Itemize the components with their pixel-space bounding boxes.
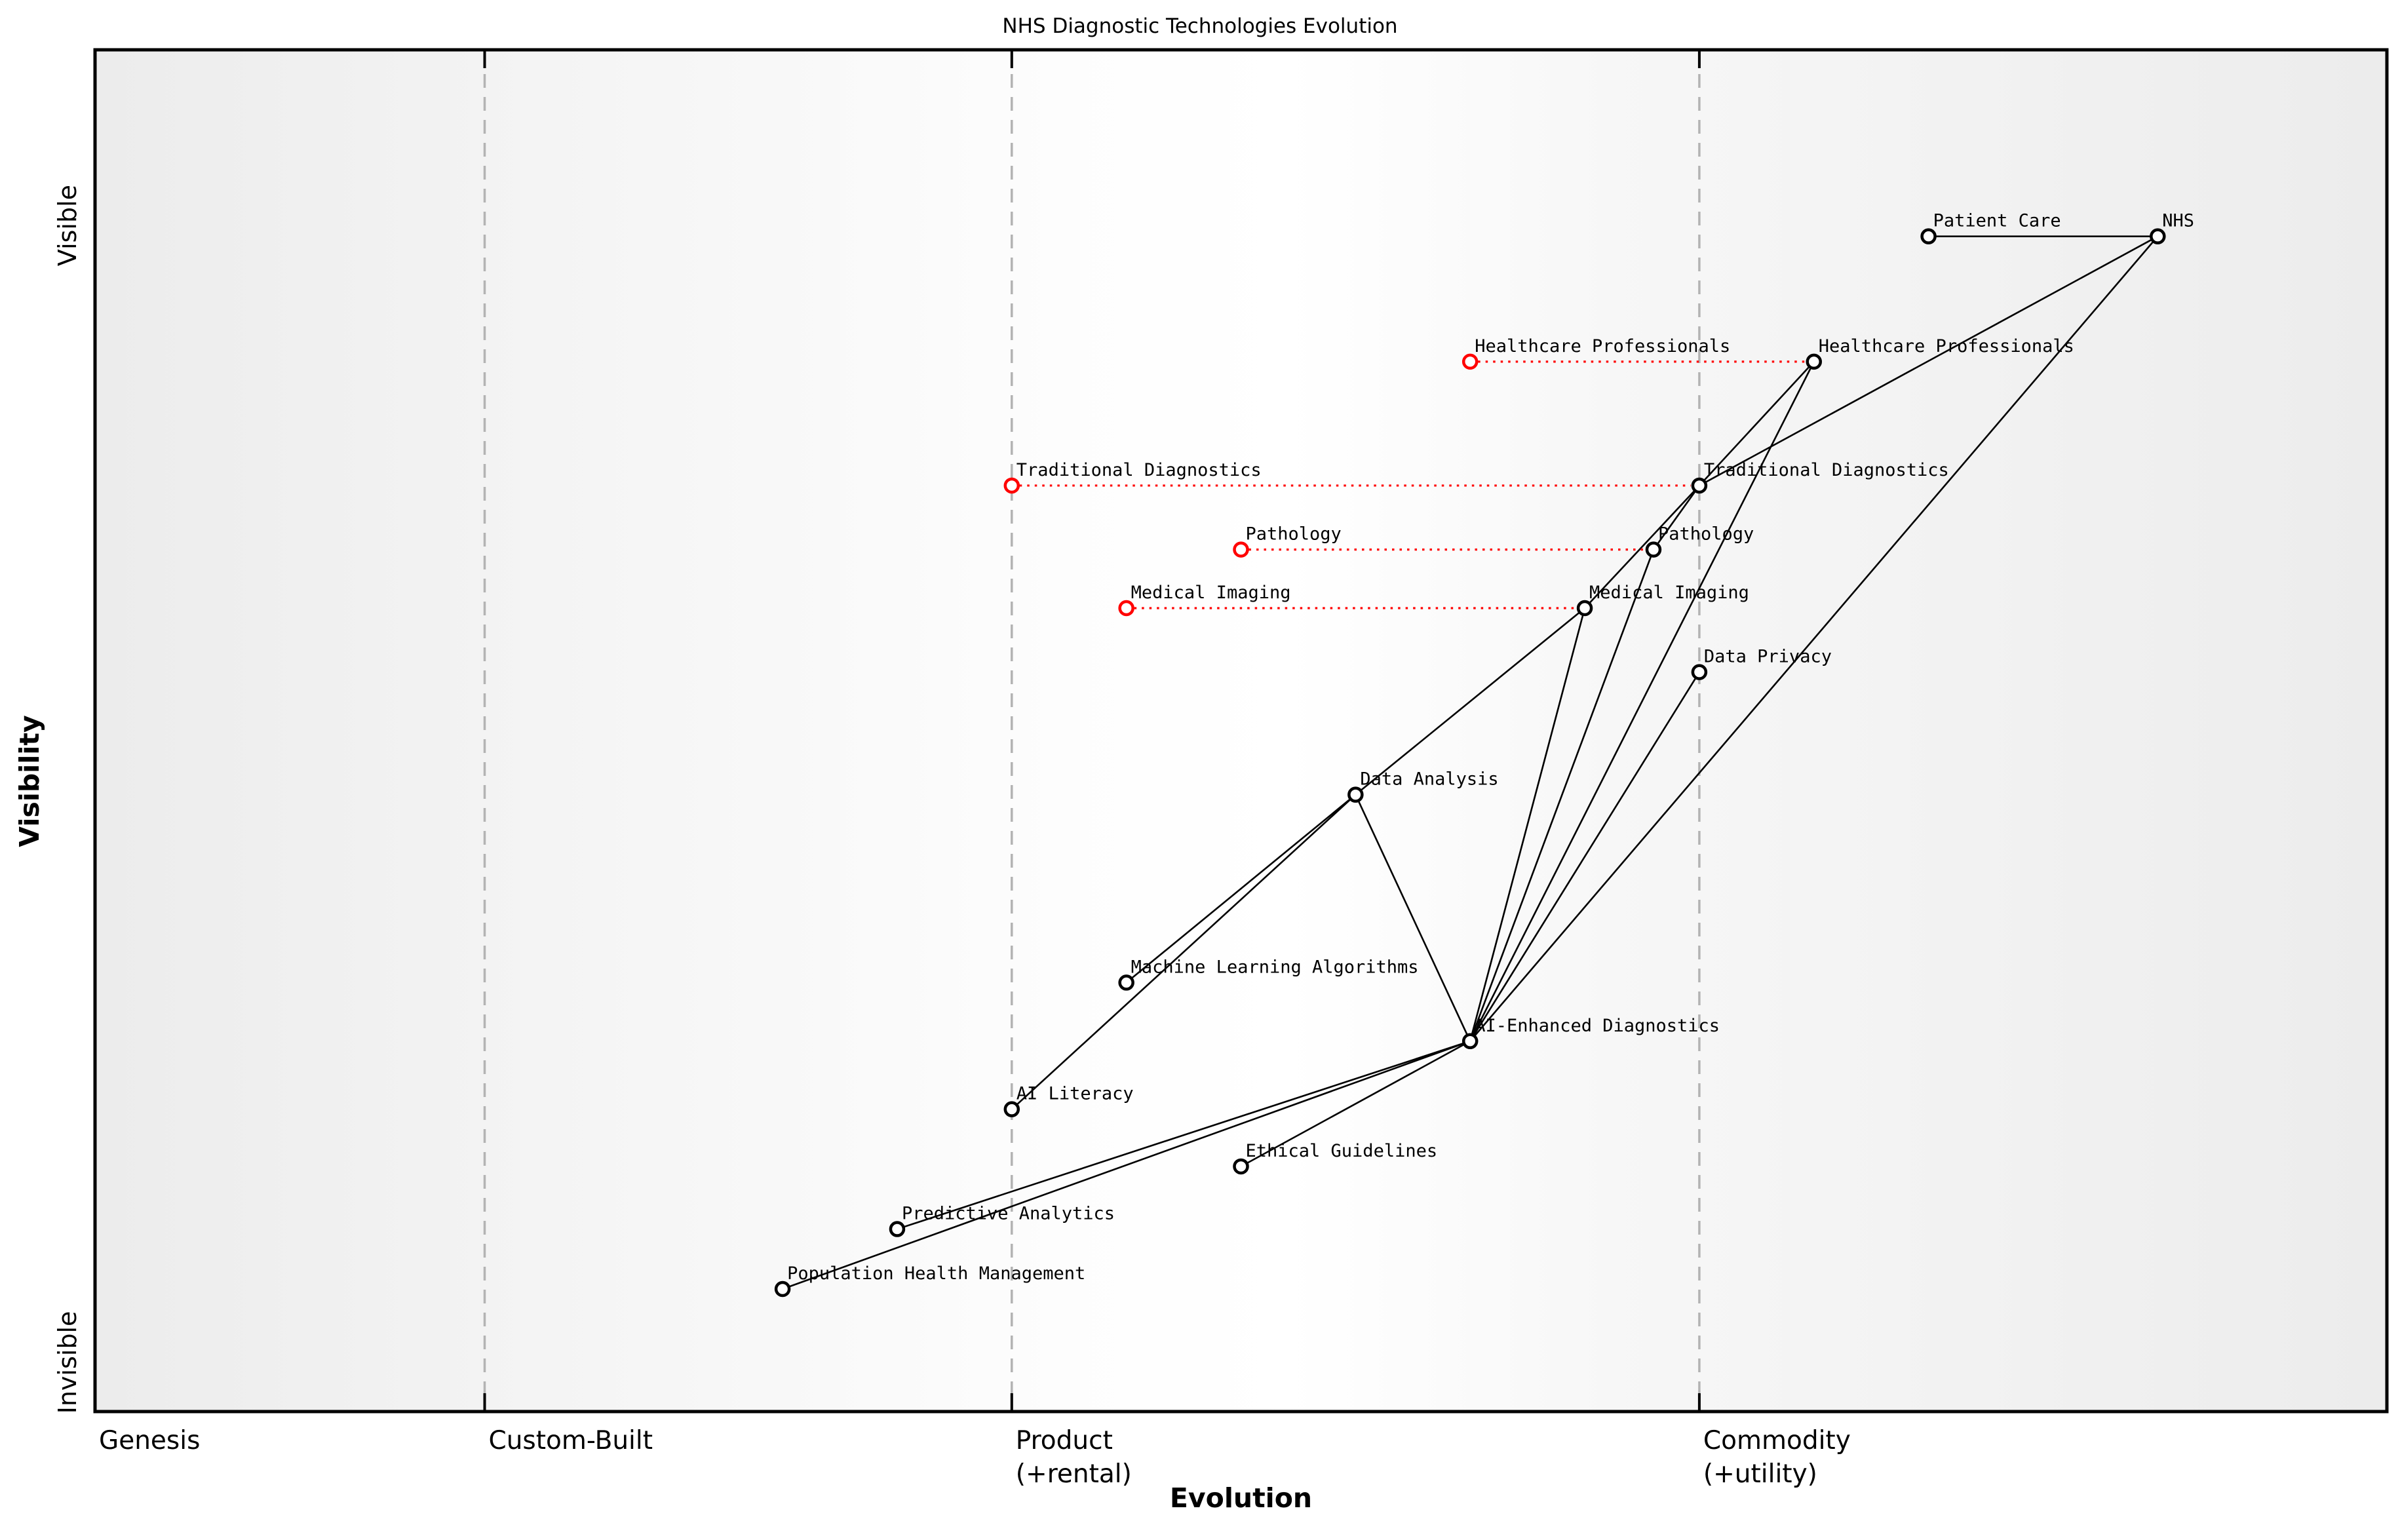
node-label: Healthcare Professionals — [1819, 336, 2074, 356]
map-edge — [1240, 1040, 1471, 1168]
node-label: AI Literacy — [1016, 1084, 1134, 1104]
x-axis-title: Evolution — [1169, 1482, 1313, 1514]
map-edge — [1469, 361, 1815, 1042]
node-label: Pathology — [1658, 524, 1754, 545]
map-title: NHS Diagnostic Technologies Evolution — [1002, 14, 1398, 38]
map-node — [1806, 353, 1822, 370]
map-node — [774, 1280, 791, 1298]
node-label: Predictive Analytics — [902, 1204, 1115, 1224]
map-edge — [1584, 485, 1700, 609]
map-edge — [1469, 671, 1701, 1042]
map-node — [1233, 1158, 1249, 1175]
map-edge — [1699, 235, 2158, 487]
node-label: AI-Enhanced Diagnostics — [1475, 1016, 1720, 1036]
map-node — [1347, 786, 1364, 803]
map-node — [889, 1221, 906, 1237]
map-node — [1003, 1101, 1020, 1117]
node-label: Traditional Diagnostics — [1704, 460, 1949, 480]
evolve-source-node — [1003, 477, 1020, 494]
node-label: Medical Imaging — [1589, 583, 1749, 603]
node-label: Patient Care — [1933, 211, 2061, 231]
map-edge — [1011, 794, 1357, 1110]
y-axis-title: Visibility — [14, 715, 45, 847]
map-node — [2150, 228, 2166, 244]
evolve-source-label: Healthcare Professionals — [1475, 336, 1730, 356]
node-label: Machine Learning Algorithms — [1131, 957, 1419, 977]
map-node — [1576, 600, 1593, 617]
map-node — [1691, 477, 1708, 494]
node-label: Ethical Guidelines — [1246, 1141, 1438, 1161]
stage-label-product: Product (+rental) — [1015, 1426, 1132, 1489]
map-edge — [1125, 794, 1357, 984]
plot-background — [95, 50, 2387, 1412]
map-edge — [1355, 607, 1585, 796]
evolve-source-node — [1233, 541, 1249, 558]
evolve-source-label: Traditional Diagnostics — [1016, 460, 1262, 480]
stage-label-custom-built: Custom-Built — [488, 1426, 653, 1455]
y-axis-visible-label: Visible — [53, 184, 82, 267]
evolve-source-node — [1118, 600, 1134, 617]
map-edge — [782, 1040, 1471, 1290]
map-edge — [1652, 485, 1700, 550]
map-edge — [1469, 607, 1586, 1042]
map-edge — [1698, 360, 1815, 486]
map-node — [1920, 228, 1937, 244]
map-edge — [1469, 549, 1655, 1042]
map-node — [1645, 541, 1662, 558]
map-edge — [1469, 235, 2159, 1042]
map-edge — [1355, 794, 1471, 1042]
map-node — [1691, 664, 1708, 680]
map-edge — [897, 1040, 1471, 1230]
evolve-source-node — [1461, 353, 1479, 370]
y-axis-invisible-label: Invisible — [53, 1311, 82, 1414]
node-label: Population Health Management — [787, 1263, 1085, 1284]
evolve-source-label: Medical Imaging — [1131, 583, 1291, 603]
evolve-source-label: Pathology — [1246, 524, 1342, 545]
stage-label-commodity: Commodity (+utility) — [1703, 1426, 1851, 1489]
node-label: Data Privacy — [1704, 647, 1832, 667]
map-node — [1118, 974, 1134, 991]
stage-label-genesis: Genesis — [99, 1426, 201, 1455]
node-label: Data Analysis — [1360, 769, 1498, 790]
map-node — [1461, 1033, 1479, 1050]
plot-border — [93, 48, 2389, 1414]
node-label: NHS — [2162, 211, 2194, 231]
